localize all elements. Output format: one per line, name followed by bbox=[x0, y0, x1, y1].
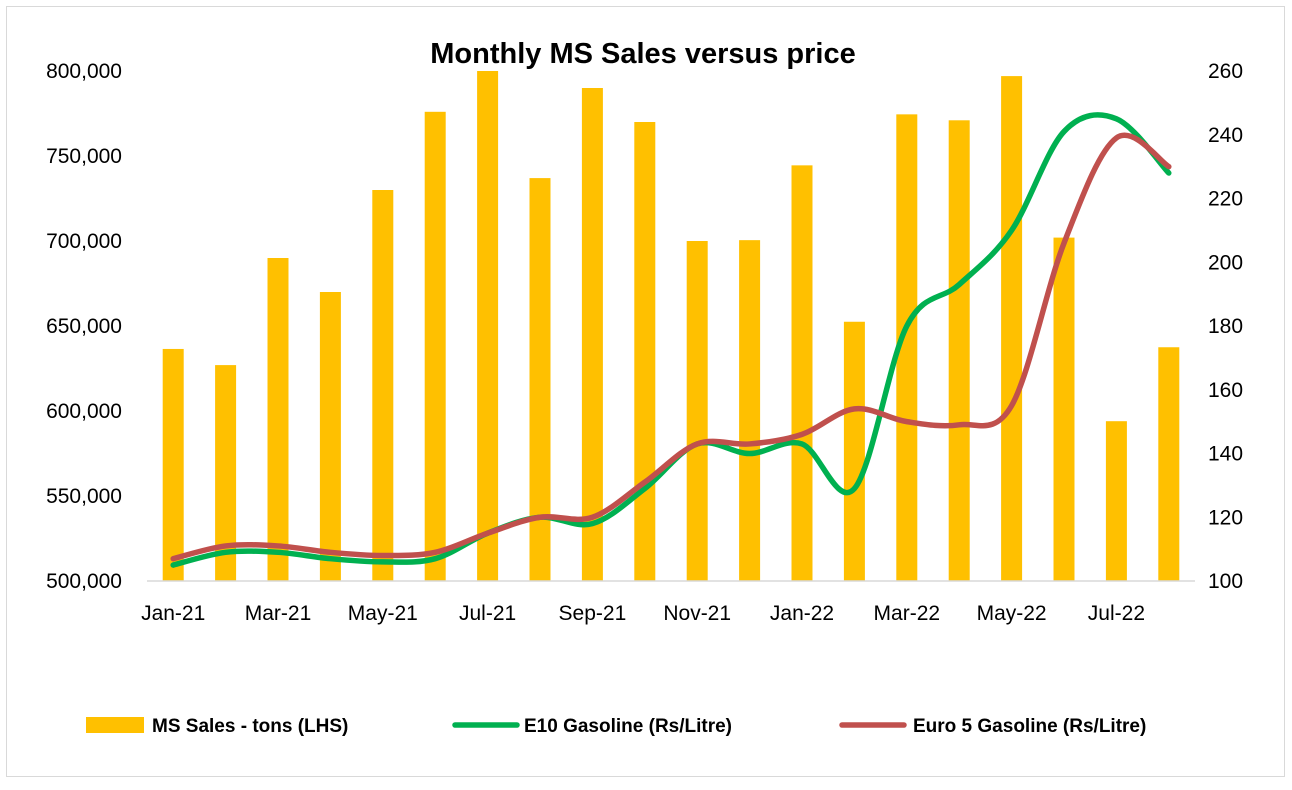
bar-Oct-21 bbox=[634, 122, 656, 581]
right-axis-tick-label: 260 bbox=[1208, 60, 1243, 83]
line-series bbox=[170, 112, 1172, 568]
x-axis-tick-label: Jan-21 bbox=[141, 602, 205, 625]
legend-label: MS Sales - tons (LHS) bbox=[152, 716, 348, 737]
bar-Apr-21 bbox=[319, 292, 341, 581]
bar-Mar-22 bbox=[896, 114, 918, 581]
euro5-gasoline-line bbox=[170, 132, 1172, 562]
bar-series bbox=[162, 71, 1180, 582]
left-axis-tick-label: 700,000 bbox=[46, 230, 122, 253]
x-axis-tick-label: Mar-22 bbox=[874, 602, 941, 625]
right-axis-ticks: 100 120 140 160 180 200 220 240 260 bbox=[1208, 60, 1243, 593]
bar-Feb-21 bbox=[215, 365, 237, 581]
x-axis-tick-label: May-22 bbox=[977, 602, 1047, 625]
x-axis-tick-label: May-21 bbox=[348, 602, 418, 625]
legend-label: Euro 5 Gasoline (Rs/Litre) bbox=[913, 716, 1146, 737]
bar-May-21 bbox=[372, 190, 394, 581]
x-axis-tick-label: Jan-22 bbox=[770, 602, 834, 625]
right-axis-tick-label: 160 bbox=[1208, 379, 1243, 402]
bar-Mar-21 bbox=[267, 258, 289, 581]
bar-Jul-21 bbox=[477, 71, 499, 581]
bar-Jun-21 bbox=[424, 111, 446, 582]
left-axis-tick-label: 650,000 bbox=[46, 315, 122, 338]
right-axis-tick-label: 200 bbox=[1208, 251, 1243, 274]
right-axis-tick-label: 100 bbox=[1208, 570, 1243, 593]
right-axis-tick-label: 140 bbox=[1208, 443, 1243, 466]
bar-Aug-21 bbox=[529, 178, 551, 581]
x-axis-ticks: Jan-21 Mar-21 May-21 Jul-21 Sep-21 Nov-21 Jan-… bbox=[141, 602, 1145, 625]
legend-swatch-ms-sales bbox=[86, 717, 144, 733]
left-axis-tick-label: 550,000 bbox=[46, 485, 122, 508]
bar-Aug-22 bbox=[1158, 347, 1180, 581]
left-axis-ticks: 500,000 550,000 600,000 650,000 700,000 750,0… bbox=[46, 60, 122, 593]
x-axis-tick-label: Mar-21 bbox=[245, 602, 312, 625]
bar-Jan-22 bbox=[791, 165, 813, 581]
left-axis-tick-label: 600,000 bbox=[46, 400, 122, 423]
chart-title: Monthly MS Sales versus price bbox=[430, 38, 855, 70]
right-axis-tick-label: 240 bbox=[1208, 124, 1243, 147]
bar-Apr-22 bbox=[948, 120, 970, 582]
bar-Jan-21 bbox=[162, 348, 184, 581]
left-axis-tick-label: 800,000 bbox=[46, 60, 122, 83]
bar-Feb-22 bbox=[843, 321, 865, 581]
left-axis-tick-label: 750,000 bbox=[46, 145, 122, 168]
right-axis-tick-label: 120 bbox=[1208, 506, 1243, 529]
x-axis-tick-label: Nov-21 bbox=[663, 602, 731, 625]
x-axis-tick-label: Sep-21 bbox=[559, 602, 627, 625]
bar-Sep-21 bbox=[581, 88, 603, 581]
right-axis-tick-label: 220 bbox=[1208, 188, 1243, 211]
bar-May-22 bbox=[1001, 76, 1023, 581]
bar-Jun-22 bbox=[1053, 237, 1075, 581]
x-axis-tick-label: Jul-22 bbox=[1088, 602, 1145, 625]
x-axis-tick-label: Jul-21 bbox=[459, 602, 516, 625]
right-axis-tick-label: 180 bbox=[1208, 315, 1243, 338]
bar-Dec-21 bbox=[739, 240, 761, 581]
legend: MS Sales - tons (LHS) E10 Gasoline (Rs/Li… bbox=[86, 716, 1146, 737]
left-axis-tick-label: 500,000 bbox=[46, 570, 122, 593]
bar-Jul-22 bbox=[1105, 421, 1127, 581]
bar-Nov-21 bbox=[686, 241, 708, 581]
legend-label: E10 Gasoline (Rs/Litre) bbox=[524, 716, 732, 737]
